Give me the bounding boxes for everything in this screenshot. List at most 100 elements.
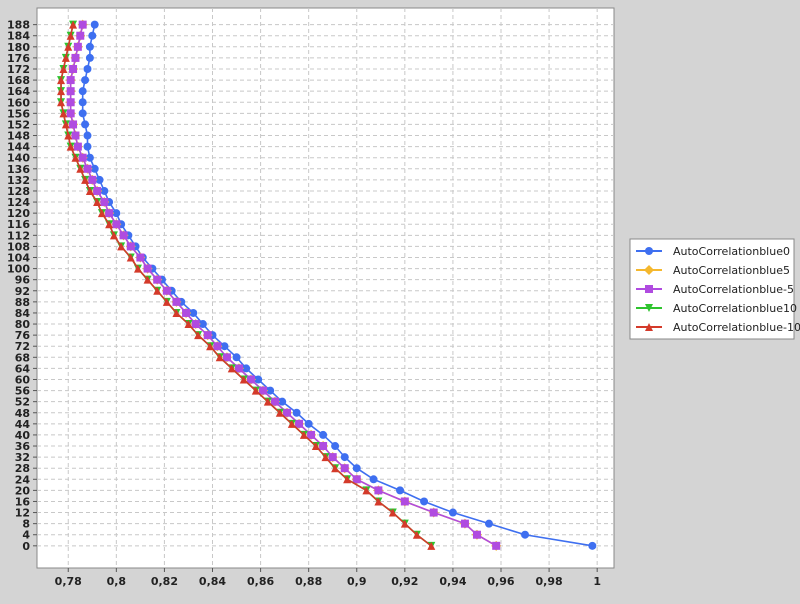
legend: AutoCorrelationblue0 AutoCorrelationblue5… xyxy=(629,238,800,340)
x-tick-label: 0,92 xyxy=(391,575,418,588)
data-point xyxy=(117,242,126,251)
data-point xyxy=(66,87,75,96)
data-point xyxy=(295,419,304,428)
data-point xyxy=(266,386,275,395)
data-point xyxy=(57,87,66,96)
data-point xyxy=(182,308,191,317)
data-point xyxy=(83,142,92,151)
legend-marker xyxy=(645,247,653,255)
data-point xyxy=(222,353,231,362)
data-point xyxy=(287,419,296,428)
data-point xyxy=(251,386,260,395)
x-tick-label: 0,82 xyxy=(151,575,178,588)
data-point xyxy=(81,175,90,184)
data-point xyxy=(73,42,82,51)
y-tick-label: 92 xyxy=(15,285,30,298)
y-tick-label: 0 xyxy=(22,540,30,553)
y-tick-label: 28 xyxy=(15,462,30,475)
legend-marker xyxy=(644,265,654,275)
legend-item: AutoCorrelationblue-10 xyxy=(636,321,800,334)
data-point xyxy=(271,397,280,406)
data-point xyxy=(184,320,193,329)
y-tick-label: 32 xyxy=(15,451,30,464)
data-point xyxy=(69,64,78,73)
series-5 xyxy=(57,20,436,550)
data-point xyxy=(83,164,92,173)
legend-label: AutoCorrelationblue-5 xyxy=(673,283,794,296)
data-point xyxy=(242,364,251,373)
data-point xyxy=(492,541,501,550)
data-point xyxy=(388,508,397,517)
y-tick-label: 128 xyxy=(7,185,30,198)
data-point xyxy=(109,231,118,240)
x-tick-label: 1 xyxy=(593,575,601,588)
legend-marker xyxy=(645,304,653,312)
legend-item: AutoCorrelationblue-5 xyxy=(636,283,794,296)
data-point xyxy=(234,364,243,373)
y-tick-label: 176 xyxy=(7,52,30,65)
data-point xyxy=(352,475,361,484)
data-point xyxy=(73,142,82,151)
x-tick-label: 0,84 xyxy=(199,575,226,588)
data-point xyxy=(374,497,383,506)
data-point xyxy=(105,209,114,218)
y-tick-label: 168 xyxy=(7,74,30,87)
y-tick-label: 68 xyxy=(15,351,30,364)
data-point xyxy=(66,76,75,85)
data-point xyxy=(112,209,121,218)
data-point xyxy=(69,120,78,129)
axis-layer: 0,78 0,8 0,82 0,84 0,86 0,88 0,9 0,92 0,94 0,96 0,… xyxy=(7,19,601,588)
y-tick-label: 96 xyxy=(15,274,31,287)
data-point xyxy=(76,164,85,173)
data-point xyxy=(136,253,145,262)
y-tick-label: 160 xyxy=(7,96,30,109)
data-point xyxy=(275,408,284,417)
y-tick-label: 48 xyxy=(15,407,30,420)
data-point xyxy=(93,186,102,195)
data-point xyxy=(420,497,429,506)
y-tick-label: 140 xyxy=(7,152,30,165)
data-point xyxy=(85,53,94,62)
data-point xyxy=(59,64,68,73)
data-point xyxy=(328,453,337,462)
y-tick-label: 76 xyxy=(15,329,31,342)
y-tick-label: 136 xyxy=(7,163,30,176)
y-tick-label: 72 xyxy=(15,340,30,353)
data-point xyxy=(83,131,92,140)
data-point xyxy=(198,320,207,329)
y-tick-label: 16 xyxy=(15,495,31,508)
data-point xyxy=(71,131,80,140)
data-point xyxy=(521,530,530,539)
y-tick-label: 88 xyxy=(15,296,30,309)
legend-label: AutoCorrelationblue10 xyxy=(673,302,797,315)
y-tick-label: 156 xyxy=(7,107,30,120)
data-point xyxy=(78,87,87,96)
y-tick-label: 112 xyxy=(7,229,30,242)
data-point xyxy=(343,475,352,484)
x-tick-label: 0,8 xyxy=(107,575,127,588)
data-point xyxy=(61,120,70,129)
data-point xyxy=(78,153,87,162)
data-point xyxy=(263,397,272,406)
data-point xyxy=(93,198,102,207)
y-tick-label: 52 xyxy=(15,396,30,409)
legend-label: AutoCorrelationblue-10 xyxy=(673,321,800,334)
series-layer xyxy=(57,19,597,551)
data-point xyxy=(85,153,94,162)
data-point xyxy=(88,31,97,40)
y-tick-label: 40 xyxy=(15,429,31,442)
y-tick-label: 164 xyxy=(7,85,30,98)
y-tick-label: 4 xyxy=(22,529,30,542)
legend-marker xyxy=(645,323,653,331)
y-tick-label: 124 xyxy=(7,196,30,209)
data-point xyxy=(227,364,236,373)
y-tick-label: 172 xyxy=(7,63,30,76)
legend-label: AutoCorrelationblue0 xyxy=(673,245,790,258)
data-point xyxy=(319,442,328,451)
y-tick-label: 12 xyxy=(15,507,30,520)
data-point xyxy=(57,76,66,85)
data-point xyxy=(59,109,68,118)
data-point xyxy=(90,164,99,173)
